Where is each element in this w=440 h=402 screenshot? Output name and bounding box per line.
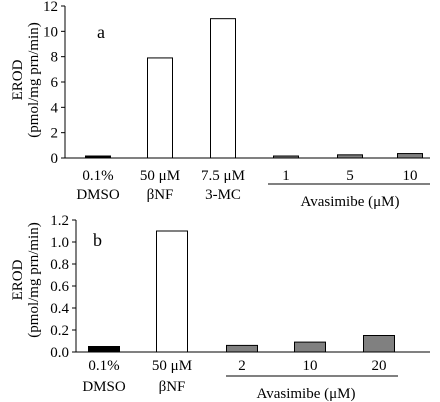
panel-b-category-label: βNF	[159, 379, 186, 395]
panel-a-y-tick-label: 0	[51, 151, 59, 167]
panel-a-panel-label: a	[97, 22, 105, 42]
panel-a-y-tick-label: 4	[51, 100, 59, 116]
panel-b-panel-label: b	[93, 230, 102, 250]
panel-b-category-label: 10	[303, 358, 318, 374]
panel-b-y-tick-label: 0.8	[50, 257, 69, 273]
panel-a-y-tick-label: 10	[43, 24, 58, 40]
panel-b-bar	[363, 335, 395, 353]
panel-b-y-tick-label: 0.4	[50, 301, 69, 317]
panel-a-category-label: 50 μM	[140, 168, 180, 184]
panel-b-y-tick-label: 0.6	[50, 279, 69, 295]
panel-a-group-label: Avasimibe (μM)	[301, 194, 400, 210]
panel-a-bar	[273, 155, 299, 159]
panel-a-bar	[85, 155, 111, 159]
panel-a-category-label: 5	[346, 168, 354, 184]
panel-a-y-axis-label: (pmol/mg prn/min)	[26, 22, 42, 137]
panel-a-bar	[337, 154, 363, 159]
panel-b-category-label: 2	[238, 358, 246, 374]
panel-b-y-axis-label: EROD	[10, 259, 26, 300]
panel-b-category-label: 50 μM	[152, 358, 192, 374]
panel-a-category-label: 0.1%	[82, 168, 113, 184]
panel-b-y-tick-label: 1.2	[50, 213, 69, 229]
panel-b-group-label: Avasimibe (μM)	[257, 386, 356, 402]
panel-a-y-axis-label: EROD	[10, 59, 26, 100]
panel-b-bar	[226, 344, 258, 353]
panel-b-y-tick-label: 0.0	[50, 345, 69, 361]
panel-a-category-label: DMSO	[76, 187, 120, 203]
panel-a-category-label: 3-MC	[205, 187, 241, 203]
panel-b-y-tick-label: 0.2	[50, 323, 69, 339]
panel-a-bar	[397, 153, 423, 159]
panel-a-category-label: βNF	[147, 187, 174, 203]
panel-a-category-label: 10	[403, 168, 418, 184]
panel-a-bar	[210, 18, 236, 159]
panel-b-y-tick-label: 1.0	[50, 235, 69, 251]
panel-b-bar	[294, 341, 326, 353]
panel-a-y-tick-label: 2	[51, 126, 59, 142]
panel-b-category-label: DMSO	[82, 379, 126, 395]
panel-a-bar	[147, 57, 173, 159]
panel-a-category-label: 7.5 μM	[201, 168, 245, 184]
panel-a-y-tick-label: 12	[43, 0, 58, 15]
panel-a-category-label: 1	[282, 168, 290, 184]
panel-a-y-tick-label: 8	[51, 50, 59, 66]
panel-b-bar	[156, 230, 188, 353]
panel-a-y-tick-label: 6	[51, 75, 59, 91]
panel-b-category-label: 0.1%	[88, 358, 119, 374]
panel-b-category-label: 20	[372, 358, 387, 374]
panel-b-y-axis-label: (pmol/mg prn/min)	[26, 222, 42, 337]
panel-b-bar	[88, 346, 120, 353]
